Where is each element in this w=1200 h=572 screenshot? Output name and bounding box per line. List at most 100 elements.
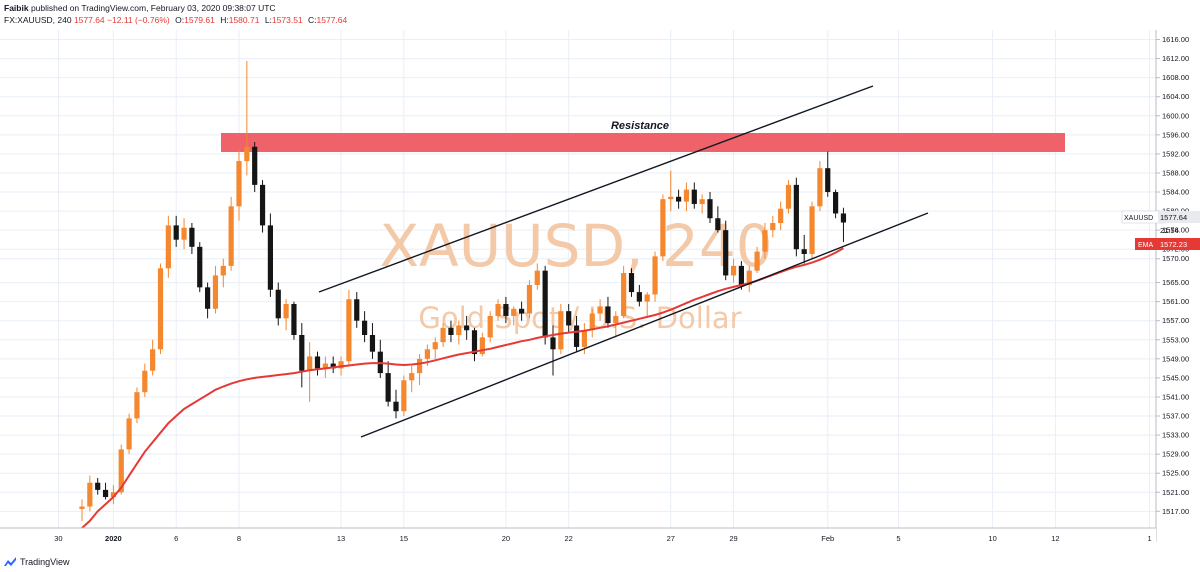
published-text: published on TradingView.com, February 0…: [30, 3, 276, 13]
candle-body: [291, 304, 297, 335]
candle-body: [385, 373, 391, 402]
candle-body: [715, 218, 721, 231]
tradingview-brand[interactable]: TradingView: [20, 557, 70, 567]
price-scale-ticks: 1616.00 1612.00 1608.00 1604.00 1600.00 1596.…: [1156, 35, 1189, 516]
candle-body: [393, 401, 399, 412]
close-label: C:: [308, 15, 317, 25]
time-axis[interactable]: [0, 528, 1156, 544]
candle-body: [605, 306, 611, 324]
candle-body: [668, 196, 674, 200]
candle-body: [228, 206, 234, 266]
candle-body: [785, 184, 792, 209]
candle-body: [613, 315, 619, 324]
channel-lower-line[interactable]: [360, 212, 929, 438]
candle-body: [252, 146, 258, 185]
symbol-watermark: XAUUSD, 240 Gold Spot / U.S. Dollar: [379, 212, 772, 335]
candle-body: [314, 356, 321, 369]
symbol-legend: FX:XAUUSD, 240 1577.64 −12.11 (−0.76%) O…: [4, 15, 347, 25]
chart-grid: [0, 30, 1156, 528]
time-tick-label: 2020: [105, 534, 122, 543]
watermark-description: Gold Spot / U.S. Dollar: [418, 301, 741, 335]
open-label: O:: [175, 15, 185, 25]
candle-body: [471, 330, 478, 355]
author-name[interactable]: Faibik: [4, 3, 29, 13]
candle-body: [699, 199, 705, 204]
candle-body: [573, 325, 580, 347]
candle-body: [566, 311, 572, 326]
publication-info: Faibik published on TradingView.com, Feb…: [4, 3, 276, 13]
candle-body: [534, 270, 540, 285]
price-tick-label: 1537.00: [1162, 412, 1189, 421]
candle-body: [322, 363, 328, 369]
candle-body: [142, 370, 148, 393]
last-price-tag: XAUUSD 1577.64 21:54: [1121, 210, 1200, 235]
candle-body: [479, 337, 485, 355]
low-label: L:: [264, 15, 272, 25]
price-tick-label: 1604.00: [1162, 92, 1189, 101]
candle-body: [778, 208, 784, 224]
candle-body: [401, 380, 407, 412]
ema-line[interactable]: [79, 247, 844, 541]
candle-body: [102, 489, 109, 498]
price-tick-label: 1592.00: [1162, 149, 1189, 158]
time-tick-label: 6: [174, 534, 178, 543]
candle-body: [809, 206, 815, 254]
candle-body: [683, 189, 690, 202]
candle-body: [754, 251, 760, 271]
candle-body: [495, 304, 501, 316]
candle-body: [456, 325, 462, 335]
price-tick-label: 1616.00: [1162, 35, 1189, 44]
candle-body: [267, 225, 273, 290]
price-tick-label: 1561.00: [1162, 297, 1189, 306]
candle-body: [589, 313, 595, 331]
candle-body: [409, 373, 415, 381]
candle-body: [165, 225, 171, 269]
high-label: H:: [220, 15, 229, 25]
candle-body: [550, 337, 556, 350]
price-tick-label: 1545.00: [1162, 373, 1189, 382]
candle-body: [676, 196, 682, 202]
candle-body: [746, 270, 752, 285]
resistance-zone[interactable]: [221, 133, 1065, 152]
price-chart[interactable]: XAUUSD, 240 Gold Spot / U.S. Dollar Resi…: [0, 0, 1200, 552]
open-value: 1579.61: [184, 15, 215, 25]
candle-body: [817, 168, 823, 207]
candle-body: [723, 230, 729, 276]
candle-body: [825, 168, 831, 193]
price-tick-label: 1541.00: [1162, 392, 1189, 401]
candle-body: [542, 270, 548, 338]
last-price: 1577.64: [73, 15, 105, 25]
candle-body: [440, 327, 446, 343]
candle-body: [236, 161, 242, 207]
candle-body: [581, 330, 587, 347]
time-tick-label: 1: [1148, 534, 1152, 543]
ema-price-tag: EMA 1572.23: [1135, 238, 1200, 250]
price-scale[interactable]: [1156, 28, 1200, 542]
candle-body: [205, 287, 211, 309]
time-tick-label: 29: [729, 534, 737, 543]
candle-body: [448, 327, 454, 335]
time-tick-label: 5: [896, 534, 900, 543]
channel-upper-line[interactable]: [318, 85, 874, 293]
candle-body: [244, 146, 250, 162]
tradingview-logo-icon: [4, 557, 16, 566]
low-value: 1573.51: [271, 15, 303, 25]
price-tick-label: 1529.00: [1162, 450, 1189, 459]
price-tick-label: 1608.00: [1162, 73, 1189, 82]
candle-body: [762, 230, 768, 252]
last-price-value: 1577.64: [1160, 213, 1187, 222]
candle-body: [330, 363, 336, 369]
time-tick-label: 15: [400, 534, 408, 543]
candle-body: [338, 361, 344, 369]
time-tick-label: 10: [988, 534, 996, 543]
candle-body: [770, 223, 776, 231]
candle-body: [307, 356, 313, 371]
price-tick-label: 1576.00: [1162, 226, 1189, 235]
candle-body: [793, 184, 799, 250]
price-tick-label: 1533.00: [1162, 431, 1189, 440]
price-tick-label: 1570.00: [1162, 254, 1189, 263]
candle-body: [197, 246, 203, 288]
price-tick-label: 1612.00: [1162, 54, 1189, 63]
candle-body: [110, 492, 116, 498]
candle-body: [134, 392, 140, 419]
